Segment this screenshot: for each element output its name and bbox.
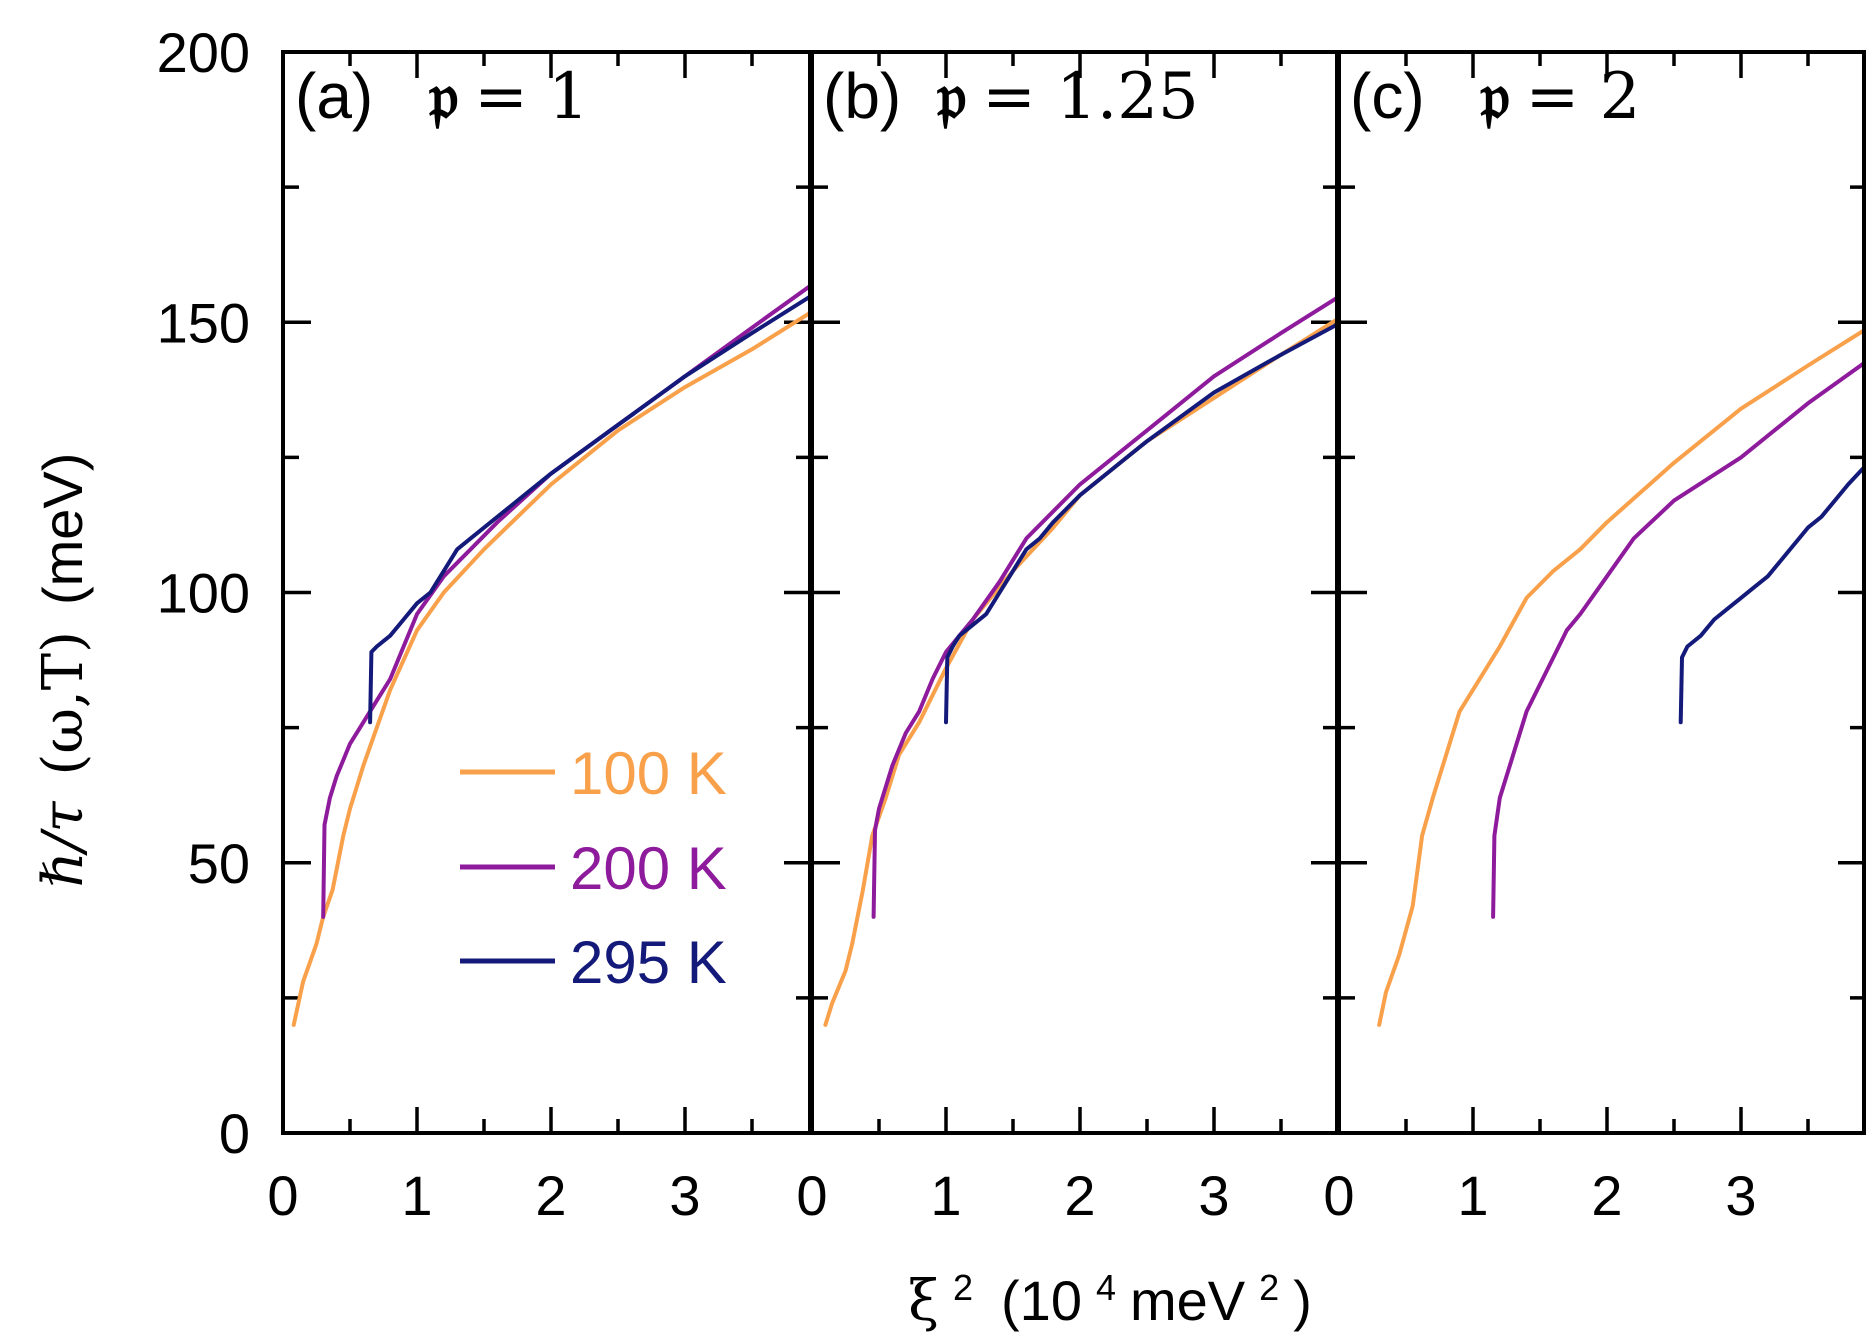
y-tick-label: 0 — [219, 1102, 250, 1165]
y-axis-title-symbol: ℏ/τ — [31, 801, 96, 888]
panel-c-series-200k — [1491, 359, 1866, 919]
panel-b-symbol: 𝔭 — [936, 59, 966, 134]
panel-a-series-295k — [368, 293, 812, 725]
panel-a-tag: (a) — [295, 60, 373, 132]
legend-label-295k: 295 K — [570, 929, 727, 996]
panel-a-x-tick-label: 1 — [401, 1164, 432, 1227]
panel-c-x-tick-label: 0 — [1323, 1164, 1354, 1227]
y-tick-label: 100 — [157, 562, 250, 625]
panel-c-x-tick-label: 2 — [1591, 1164, 1622, 1227]
x-axis-title-sup3: 2 — [1259, 1267, 1279, 1308]
panel-c-series-100k — [1377, 326, 1866, 1027]
y-axis-title: ℏ/τ (ω,T) (meV) — [31, 453, 96, 888]
x-tick-labels: 0 1 2 3 0 1 2 3 0 1 2 3 — [267, 1164, 1756, 1227]
x-axis-title-symbol: ξ — [908, 1269, 939, 1334]
panel-b-x-tick-label: 3 — [1198, 1164, 1229, 1227]
panel-b-tag: (b) — [823, 60, 901, 132]
x-axis-title-close: ) — [1293, 1269, 1312, 1332]
panel-a-symbol: 𝔭 — [428, 59, 458, 134]
legend-label-100k: 100 K — [570, 740, 727, 807]
x-axis-title-sup1: 2 — [953, 1267, 973, 1308]
panel-b-x-tick-label: 2 — [1064, 1164, 1095, 1227]
panel-a-x-tick-label: 0 — [267, 1164, 298, 1227]
x-axis-title-unit-b: meV — [1130, 1269, 1246, 1332]
y-tick-label: 150 — [157, 291, 250, 354]
panel-a-x-tick-label: 2 — [535, 1164, 566, 1227]
x-axis-title-unit-a: (10 — [1001, 1269, 1082, 1332]
panel-b-x-tick-label: 0 — [796, 1164, 827, 1227]
panel-a-eq: = 1 — [474, 60, 589, 134]
panel-a — [283, 52, 812, 1133]
y-axis-title-args: (ω,T) — [31, 631, 96, 776]
panel-b-label: (b) 𝔭 = 1.25 — [823, 59, 1199, 134]
panel-b — [812, 52, 1339, 1133]
panel-b-x-tick-label: 1 — [930, 1164, 961, 1227]
panel-c-tag: (c) — [1350, 60, 1425, 132]
panel-b-series-295k — [944, 321, 1339, 725]
y-axis-title-unit: (meV) — [31, 453, 94, 605]
panel-c-series-295k — [1678, 462, 1866, 725]
y-tick-labels: 0 50 100 150 200 — [157, 21, 250, 1165]
panel-c-label: (c) 𝔭 = 2 — [1350, 59, 1640, 134]
panel-c-x-tick-label: 1 — [1457, 1164, 1488, 1227]
panel-a-series-100k — [291, 309, 812, 1027]
panel-a-x-tick-label: 3 — [669, 1164, 700, 1227]
panel-labels: (a) 𝔭 = 1 (b) 𝔭 = 1.25 (c) 𝔭 = 2 — [295, 59, 1640, 134]
y-tick-label: 50 — [188, 832, 250, 895]
panel-c-frame — [1337, 50, 1866, 1135]
y-tick-label: 200 — [157, 21, 250, 84]
legend: 100 K 200 K 295 K — [460, 740, 727, 996]
panel-c-symbol: 𝔭 — [1480, 59, 1510, 134]
x-axis-title: ξ 2 (10 4 meV 2 ) — [908, 1267, 1312, 1335]
panel-b-eq: = 1.25 — [982, 60, 1198, 134]
panel-a-label: (a) 𝔭 = 1 — [295, 59, 589, 134]
panel-c-x-tick-label: 3 — [1725, 1164, 1756, 1227]
legend-label-200k: 200 K — [570, 835, 727, 902]
panel-c-eq: = 2 — [1526, 60, 1641, 134]
plot-layer — [283, 52, 1866, 1133]
x-axis-title-sup2: 4 — [1096, 1267, 1116, 1308]
panel-c — [1339, 52, 1866, 1133]
panel-frames — [281, 50, 1866, 1135]
